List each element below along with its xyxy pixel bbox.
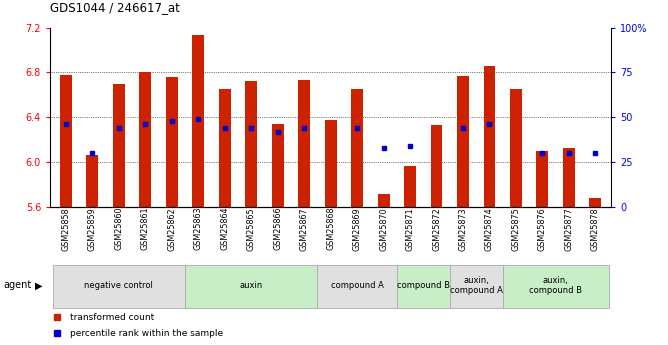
Text: GSM25872: GSM25872 (432, 207, 441, 251)
Text: GSM25867: GSM25867 (300, 207, 309, 250)
Text: GSM25865: GSM25865 (246, 207, 256, 250)
Text: GSM25870: GSM25870 (379, 207, 388, 250)
Bar (351, 89, 363, 207)
Text: auxin: auxin (240, 281, 263, 290)
Text: GSM25875: GSM25875 (512, 207, 520, 251)
Text: GSM25869: GSM25869 (353, 207, 361, 250)
Text: GSM25878: GSM25878 (591, 207, 600, 250)
Text: GSM25862: GSM25862 (168, 207, 176, 250)
Text: auxin,
compound B: auxin, compound B (529, 276, 582, 295)
Bar (185, 265, 317, 308)
Bar (377, 194, 389, 207)
Text: GSM25871: GSM25871 (405, 207, 415, 250)
Text: agent: agent (3, 280, 31, 290)
Text: GSM25859: GSM25859 (88, 207, 97, 251)
Text: auxin,
compound A: auxin, compound A (450, 276, 503, 295)
Text: ▶: ▶ (35, 280, 42, 290)
Bar (245, 81, 257, 207)
Bar (503, 265, 609, 308)
Bar (450, 265, 503, 308)
Bar (536, 151, 548, 207)
Text: GDS1044 / 246617_at: GDS1044 / 246617_at (50, 1, 180, 14)
Text: GSM25873: GSM25873 (458, 207, 468, 250)
Text: GSM25876: GSM25876 (538, 207, 547, 250)
Bar (140, 72, 152, 207)
Text: GSM25861: GSM25861 (141, 207, 150, 250)
Bar (431, 125, 442, 207)
Text: percentile rank within the sample: percentile rank within the sample (69, 329, 223, 338)
Text: GSM25858: GSM25858 (61, 207, 71, 250)
Text: transformed count: transformed count (69, 313, 154, 322)
Bar (219, 89, 230, 207)
Bar (60, 75, 72, 207)
Bar (272, 124, 284, 207)
Text: compound B: compound B (397, 281, 450, 290)
Bar (484, 66, 496, 207)
Text: GSM25866: GSM25866 (273, 207, 282, 250)
Bar (457, 76, 469, 207)
Bar (53, 265, 185, 308)
Bar (510, 89, 522, 207)
Bar (192, 36, 204, 207)
Bar (317, 265, 397, 308)
Text: GSM25860: GSM25860 (114, 207, 124, 250)
Text: negative control: negative control (84, 281, 154, 290)
Bar (563, 148, 575, 207)
Text: GSM25864: GSM25864 (220, 207, 229, 250)
Bar (589, 198, 601, 207)
Bar (325, 119, 337, 207)
Bar (86, 155, 98, 207)
Text: GSM25868: GSM25868 (326, 207, 335, 250)
Text: GSM25863: GSM25863 (194, 207, 203, 250)
Text: GSM25877: GSM25877 (564, 207, 573, 251)
Bar (298, 80, 310, 207)
Bar (404, 166, 416, 207)
Bar (166, 77, 178, 207)
Bar (397, 265, 450, 308)
Text: compound A: compound A (331, 281, 383, 290)
Bar (113, 83, 125, 207)
Text: GSM25874: GSM25874 (485, 207, 494, 250)
